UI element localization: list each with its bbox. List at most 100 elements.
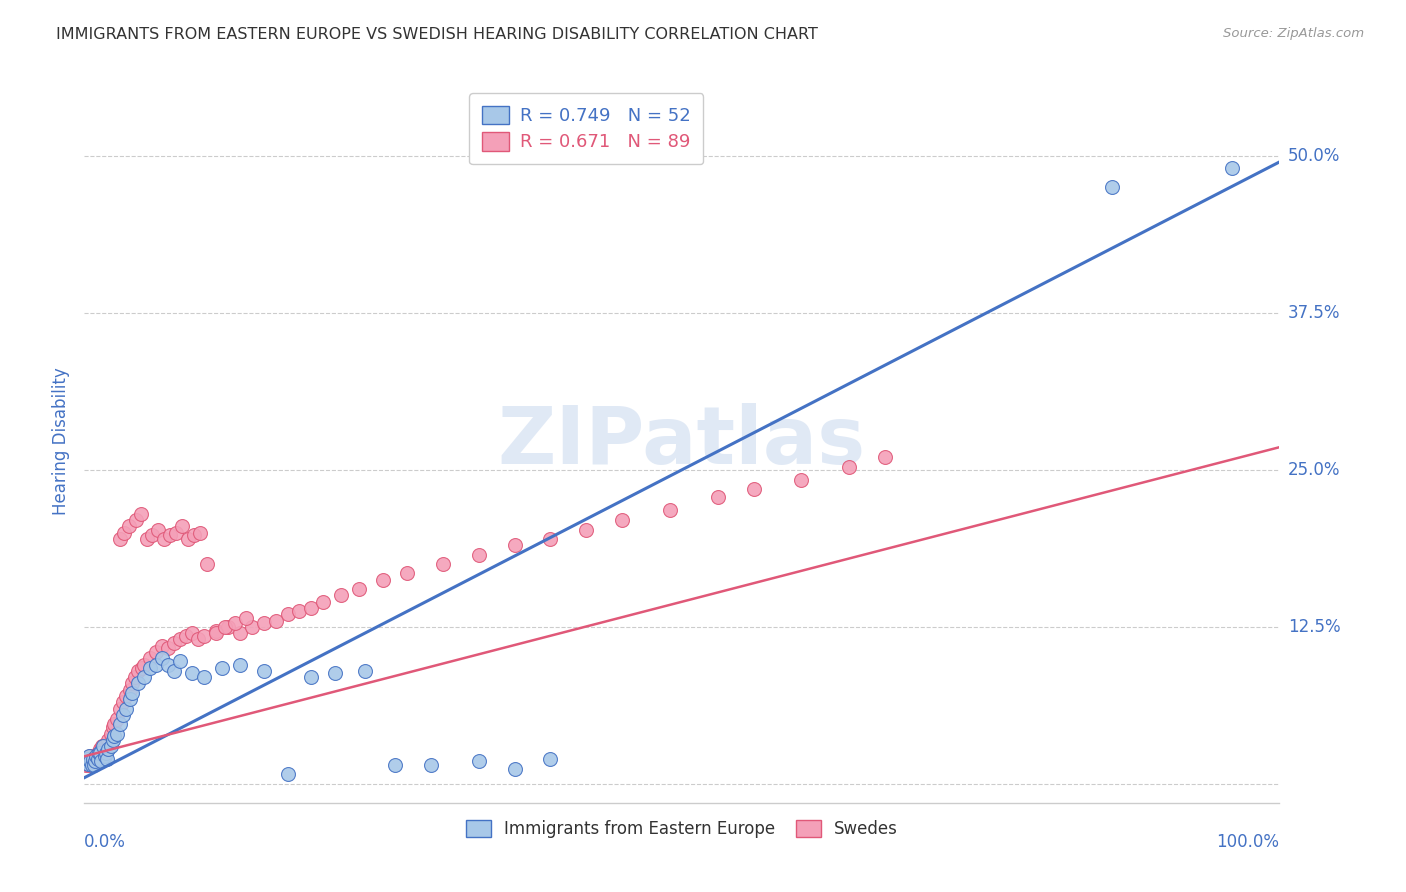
Point bbox=[396, 566, 419, 580]
Point bbox=[659, 503, 682, 517]
Text: IMMIGRANTS FROM EASTERN EUROPE VS SWEDISH HEARING DISABILITY CORRELATION CHART: IMMIGRANTS FROM EASTERN EUROPE VS SWEDIS… bbox=[56, 27, 818, 42]
Text: 100.0%: 100.0% bbox=[1216, 833, 1279, 851]
Point bbox=[211, 661, 233, 675]
Point bbox=[110, 532, 132, 546]
Text: 0.0%: 0.0% bbox=[84, 833, 127, 851]
Point bbox=[80, 755, 103, 769]
Point bbox=[100, 727, 122, 741]
Point bbox=[165, 525, 187, 540]
Point bbox=[224, 616, 246, 631]
Point bbox=[124, 670, 146, 684]
Text: 12.5%: 12.5% bbox=[1288, 618, 1340, 636]
Point bbox=[129, 507, 152, 521]
Point bbox=[301, 601, 323, 615]
Point bbox=[103, 716, 125, 731]
Point bbox=[96, 739, 118, 754]
Point bbox=[875, 450, 897, 465]
Point bbox=[115, 689, 138, 703]
Point bbox=[139, 661, 162, 675]
Point bbox=[87, 749, 110, 764]
Point bbox=[127, 664, 149, 678]
Text: 25.0%: 25.0% bbox=[1288, 461, 1340, 479]
Point bbox=[235, 611, 257, 625]
Point bbox=[139, 651, 162, 665]
Point bbox=[148, 523, 170, 537]
Point bbox=[127, 676, 149, 690]
Point bbox=[349, 582, 371, 597]
Point bbox=[89, 741, 111, 756]
Point bbox=[97, 741, 120, 756]
Point bbox=[312, 595, 335, 609]
Point bbox=[503, 538, 526, 552]
Point bbox=[301, 670, 323, 684]
Point bbox=[193, 629, 215, 643]
Point bbox=[197, 557, 219, 571]
Point bbox=[77, 752, 100, 766]
Point bbox=[93, 741, 115, 756]
Point bbox=[82, 758, 104, 772]
Point bbox=[111, 707, 134, 722]
Point bbox=[159, 528, 181, 542]
Point bbox=[205, 624, 228, 638]
Point bbox=[125, 513, 148, 527]
Point bbox=[121, 676, 143, 690]
Point bbox=[214, 620, 236, 634]
Point bbox=[83, 758, 105, 772]
Point bbox=[118, 691, 141, 706]
Point bbox=[181, 666, 204, 681]
Point bbox=[384, 758, 406, 772]
Point bbox=[87, 746, 110, 760]
Point bbox=[80, 758, 103, 772]
Point bbox=[1101, 180, 1123, 194]
Point bbox=[277, 607, 299, 622]
Point bbox=[217, 620, 239, 634]
Point bbox=[83, 752, 105, 766]
Point bbox=[229, 657, 252, 672]
Point bbox=[540, 532, 562, 546]
Point bbox=[354, 664, 377, 678]
Point bbox=[103, 729, 125, 743]
Legend: Immigrants from Eastern Europe, Swedes: Immigrants from Eastern Europe, Swedes bbox=[460, 814, 904, 845]
Point bbox=[117, 519, 139, 533]
Point bbox=[112, 525, 135, 540]
Point bbox=[325, 666, 347, 681]
Point bbox=[707, 491, 730, 505]
Point bbox=[145, 645, 167, 659]
Point bbox=[1220, 161, 1243, 176]
Point bbox=[132, 657, 156, 672]
Point bbox=[432, 557, 454, 571]
Point bbox=[84, 755, 107, 769]
Point bbox=[420, 758, 443, 772]
Point bbox=[79, 749, 101, 764]
Point bbox=[86, 749, 108, 764]
Point bbox=[163, 664, 186, 678]
Point bbox=[96, 752, 118, 766]
Point bbox=[131, 661, 153, 675]
Point bbox=[172, 519, 194, 533]
Point bbox=[97, 733, 120, 747]
Point bbox=[118, 682, 141, 697]
Point bbox=[229, 626, 252, 640]
Point bbox=[188, 525, 211, 540]
Point bbox=[93, 739, 115, 754]
Point bbox=[100, 739, 122, 754]
Point bbox=[141, 528, 163, 542]
Point bbox=[135, 532, 157, 546]
Text: Source: ZipAtlas.com: Source: ZipAtlas.com bbox=[1223, 27, 1364, 40]
Point bbox=[101, 733, 124, 747]
Point bbox=[105, 712, 128, 726]
Text: 37.5%: 37.5% bbox=[1288, 304, 1340, 322]
Text: 50.0%: 50.0% bbox=[1288, 146, 1340, 165]
Point bbox=[169, 632, 191, 647]
Point bbox=[540, 752, 562, 766]
Point bbox=[790, 473, 813, 487]
Point bbox=[157, 657, 180, 672]
Point bbox=[181, 626, 204, 640]
Point bbox=[193, 670, 215, 684]
Point bbox=[76, 755, 98, 769]
Point bbox=[612, 513, 634, 527]
Point bbox=[121, 686, 143, 700]
Point bbox=[89, 746, 111, 760]
Point bbox=[264, 614, 287, 628]
Point bbox=[503, 762, 526, 776]
